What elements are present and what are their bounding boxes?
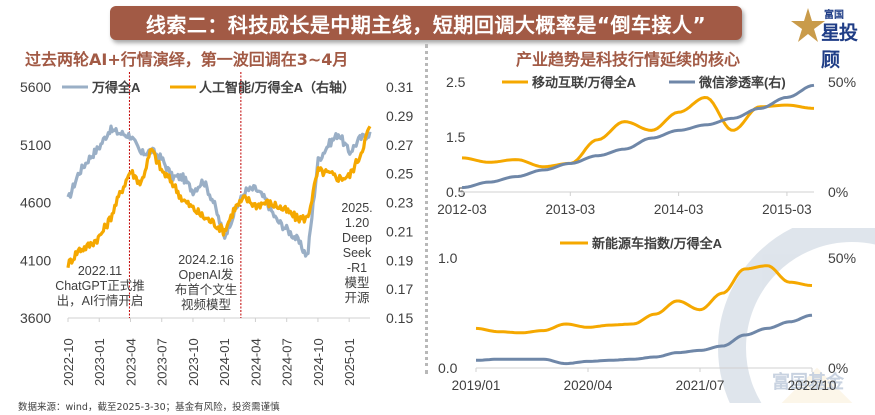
event-annotation-text: Seek — [343, 246, 372, 260]
x-tick-label: 2019/01 — [452, 378, 501, 393]
x-tick-label: 2023-10 — [186, 338, 201, 386]
y-right-tick: 0.21 — [386, 223, 413, 239]
x-tick-label: 2020/04 — [564, 378, 613, 393]
y-left-tick: 0.5 — [446, 184, 466, 200]
x-tick-label: 2023-04 — [123, 338, 138, 386]
series-line-nev — [475, 264, 813, 335]
y-right-tick: 0.31 — [386, 79, 413, 95]
event-annotation-text: 2022.11 — [78, 264, 122, 278]
watermark-text: 富国基金 — [772, 371, 845, 392]
event-annotation-text: 出，AI行情开启 — [57, 294, 144, 308]
legend-label-wechat: 微信渗透率(右) — [698, 75, 786, 90]
y-left-tick: 1.5 — [446, 129, 466, 145]
x-tick-label: 2024-01 — [217, 338, 232, 386]
left-panel-title: 过去两轮AI+行情演绎，第一波回调在3~4月 — [25, 50, 349, 69]
x-tick-label: 2014-03 — [654, 202, 704, 217]
y-right-tick: 0.23 — [386, 195, 413, 211]
star-icon — [791, 8, 825, 42]
y-left-tick: 4600 — [20, 195, 51, 211]
event-annotation-text: OpenAI发 — [179, 267, 234, 282]
legend-label-wind-a: 万得全A — [91, 80, 141, 95]
y-right-tick: 0.25 — [386, 166, 413, 182]
x-tick-label: 2021/07 — [676, 378, 725, 393]
logo-top-text: 富国 — [824, 10, 844, 21]
y-right-tick: 50% — [828, 250, 856, 266]
event-annotation-text: Deep — [342, 231, 372, 245]
event-annotation-text: 布首个文生 — [175, 282, 238, 297]
y-left-tick: 5100 — [20, 137, 51, 153]
x-tick-label: 2025-01 — [342, 338, 357, 386]
y-left-tick: 3600 — [20, 310, 51, 326]
brand-logo: 富国 星投顾 — [786, 4, 872, 71]
banner-title: 线索二：科技成长是中期主线，短期回调大概率是“倒车接人” — [110, 6, 742, 40]
x-tick-label: 2013-03 — [546, 202, 596, 217]
y-right-tick: 0.27 — [386, 137, 413, 153]
x-tick-label: 2022/10 — [788, 378, 837, 393]
x-tick-label: 2012-03 — [437, 202, 487, 217]
event-annotation-text: -R1 — [347, 261, 367, 275]
y-left-tick: 5600 — [20, 79, 51, 95]
x-tick-label: 2022-10 — [61, 338, 76, 386]
event-annotation-text: 2025. — [341, 201, 372, 215]
series-line-wind-a — [66, 124, 372, 258]
legend-label-nev: 新能源车指数/万得全A — [592, 236, 723, 251]
legend-label-mobile: 移动互联/万得全A — [532, 75, 637, 90]
y-left-tick: 2.5 — [446, 74, 466, 90]
x-tick-label: 2023-01 — [92, 338, 107, 386]
y-right-tick: 0.19 — [386, 252, 413, 268]
event-annotation-text: 模型 — [344, 276, 369, 290]
ai-index-chart: 万得全A 人工智能/万得全A（右轴） 3600 4100 4600 5100 5600 0.1… — [20, 72, 413, 386]
event-annotation-text: 开源 — [344, 291, 370, 305]
right-panel-title: 产业趋势是科技行情延续的核心 — [516, 50, 741, 69]
y-right-tick: 0% — [828, 360, 848, 376]
y-left-tick: 0.0 — [438, 360, 458, 376]
x-tick-label: 2024-10 — [311, 338, 326, 386]
y-right-tick: 0.17 — [386, 281, 413, 297]
y-right-tick: 0% — [828, 184, 848, 200]
series-line-ai-ratio — [66, 125, 372, 269]
x-tick-label: 2015-03 — [762, 202, 812, 217]
y-left-tick: 1.0 — [438, 250, 458, 266]
y-left-tick: 4100 — [20, 252, 51, 268]
x-tick-label: 2023-07 — [155, 338, 170, 386]
data-source-note: 数据来源：wind，截至2025-3-30；基金有风险，投资需谨慎 — [18, 402, 280, 413]
y-right-tick: 50% — [828, 74, 856, 90]
series-line-nev-penetration — [476, 313, 813, 366]
x-tick-label: 2024-07 — [280, 338, 295, 386]
panel-divider — [425, 44, 428, 374]
event-annotation-text: 视频模型 — [181, 297, 231, 312]
y-right-tick: 0.15 — [386, 310, 413, 326]
nev-chart: 富国基金 新能源车指数/万得全A 0.0 1.0 0% 50% 2019/01 2020/04… — [438, 228, 875, 403]
y-right-tick: 0.29 — [386, 108, 413, 124]
mobile-internet-chart: 移动互联/万得全A 微信渗透率(右) 0.5 1.5 2.5 0% 50% 2012-03 20… — [437, 74, 856, 217]
event-annotation-text: 1.20 — [345, 216, 369, 230]
legend-label-ai-ratio: 人工智能/万得全A（右轴） — [199, 80, 355, 95]
x-tick-label: 2024-04 — [248, 338, 263, 386]
series-line-wechat — [461, 83, 815, 190]
watermark-logo — [718, 228, 875, 403]
logo-main-text: 星投顾 — [821, 22, 858, 71]
event-annotation-text: ChatGPT正式推 — [55, 279, 145, 293]
event-annotation-text: 2024.2.16 — [178, 253, 234, 267]
